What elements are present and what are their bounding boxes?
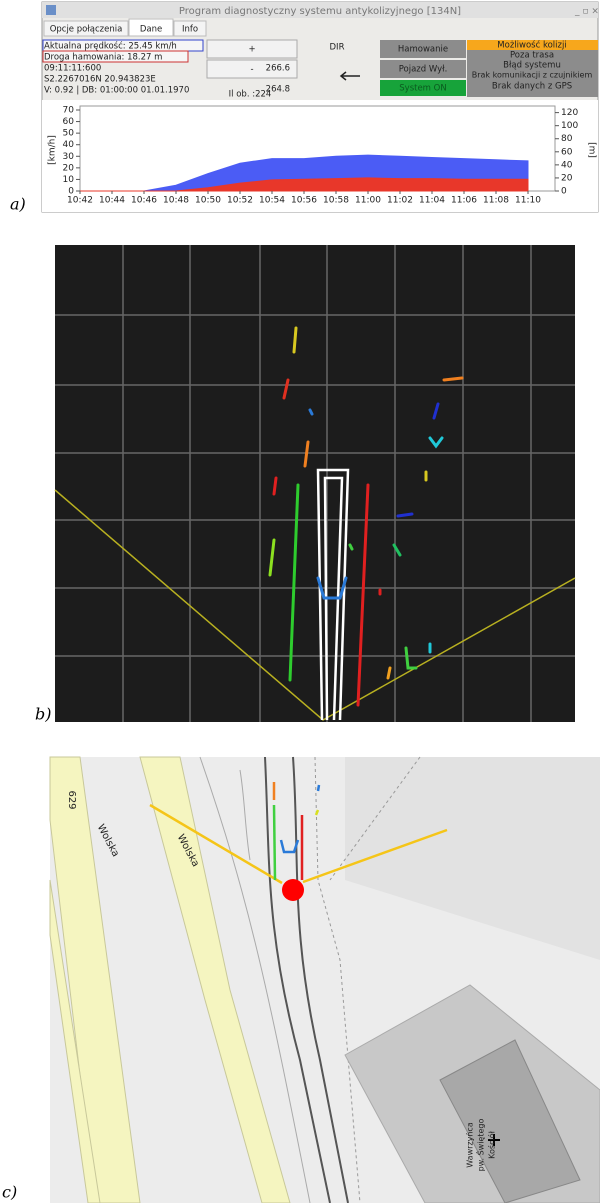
button-label: - (250, 65, 253, 75)
alert-label: Brak danych z GPS (492, 82, 572, 92)
y2-tick-label: 120 (561, 108, 578, 118)
info-line: V: 0.92 | DB: 01:00:00 01.01.1970 (44, 86, 189, 96)
window-controls[interactable]: _ ▫ × (574, 7, 599, 17)
x-tick-label: 10:52 (227, 196, 253, 206)
y-tick-label: 10 (63, 175, 75, 185)
tab-label: Info (182, 25, 198, 35)
dir-label: DIR (330, 43, 345, 53)
alert-label: Możliwość kolizji (497, 40, 566, 51)
y-tick-label: 70 (63, 106, 75, 116)
y-tick-label: 30 (63, 152, 75, 162)
panel-label: a) (10, 195, 26, 214)
status-label: Pojazd Wył. (399, 65, 448, 75)
x-tick-label: 10:48 (163, 196, 189, 206)
y2-tick-label: 20 (561, 173, 573, 183)
x-tick-label: 10:46 (131, 196, 157, 206)
x-tick-label: 10:50 (195, 196, 221, 206)
panel-label: b) (35, 705, 51, 724)
y-tick-label: 20 (63, 163, 75, 173)
panel-label: c) (2, 1183, 17, 1202)
readout: 266.6 (266, 64, 290, 74)
alert-label: Brak komunikacji z czujnikiem (472, 71, 593, 80)
x-tick-label: 10:44 (99, 196, 125, 206)
status-label: Hamowanie (398, 45, 448, 55)
church-label: Wawrzyńca (466, 1122, 475, 1168)
x-tick-label: 11:08 (483, 196, 509, 206)
status-label: System ON (399, 84, 446, 94)
y2-tick-label: 40 (561, 160, 573, 170)
page: Program diagnostyczny systemu antykolizy… (0, 0, 600, 1203)
church-label: Kościół (487, 1130, 497, 1158)
info-line: S2.2267016N 20.943823E (44, 75, 156, 85)
x-tick-label: 11:02 (387, 196, 413, 206)
object-count: Il ob. :224 (229, 90, 272, 100)
x-tick-label: 10:56 (291, 196, 317, 206)
info-line: Aktualna prędkość: 25.45 km/h (44, 41, 177, 52)
sensor-view (55, 245, 575, 722)
road-number: 629 (66, 790, 77, 809)
church-label: pw. Świętego (475, 1119, 486, 1172)
y2-axis-label: [m] (587, 142, 597, 158)
x-tick-label: 10:58 (323, 196, 349, 206)
window-icon (46, 5, 56, 15)
vehicle-position (282, 879, 304, 901)
alert-label: Poza trasa (510, 51, 554, 61)
y-tick-label: 50 (63, 129, 75, 139)
y2-tick-label: 100 (561, 121, 578, 131)
x-tick-label: 11:04 (419, 196, 445, 206)
y-tick-label: 60 (63, 117, 75, 127)
y2-tick-label: 80 (561, 134, 573, 144)
x-tick-label: 10:54 (259, 196, 285, 206)
x-tick-label: 11:10 (515, 196, 541, 206)
figure: Program diagnostyczny systemu antykolizy… (0, 0, 600, 1203)
alert-label: Błąd systemu (503, 61, 561, 71)
y-axis-label: [km/h] (48, 135, 58, 165)
tab-label: Opcje połączenia (50, 25, 123, 35)
x-tick-label: 11:06 (451, 196, 477, 206)
info-line: 09:11:11:600 (44, 64, 101, 74)
button-label: + (248, 45, 255, 55)
y-tick-label: 40 (63, 140, 75, 150)
x-tick-label: 10:42 (67, 196, 93, 206)
window-title: Program diagnostyczny systemu antykolizy… (179, 6, 461, 17)
tab-label: Dane (140, 25, 162, 35)
y2-tick-label: 0 (561, 187, 567, 197)
y2-tick-label: 60 (561, 147, 573, 157)
info-line: Droga hamowania: 18.27 m (44, 53, 162, 63)
x-tick-label: 11:00 (355, 196, 381, 206)
